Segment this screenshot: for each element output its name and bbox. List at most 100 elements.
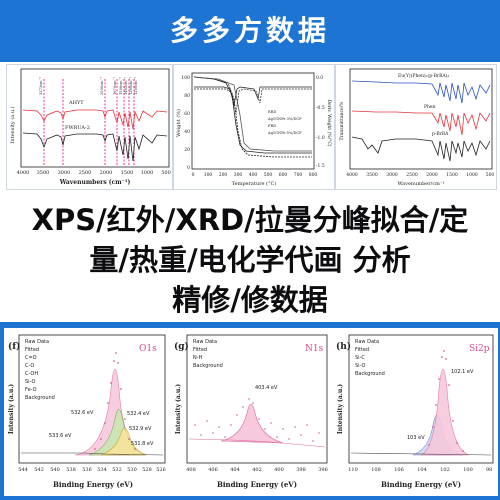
ir-peak-label: 2900cm⁻¹ bbox=[100, 77, 104, 95]
xps-o-raw-data bbox=[94, 352, 136, 450]
xps-si-raw-data bbox=[428, 350, 464, 452]
tga-xtick: 800 bbox=[309, 172, 318, 178]
tga-ylabel-right: Deriv. Weight (%/°C) bbox=[326, 99, 333, 146]
tga-curve-2 bbox=[193, 76, 312, 158]
service-line-2: 量/热重/电化学代画 分析 bbox=[89, 243, 411, 277]
xps-n-xtick: 406 bbox=[208, 467, 218, 473]
ir-xlabel: Wavenumbers (cm⁻¹) bbox=[59, 179, 131, 186]
xps-n-xtick: 404 bbox=[230, 467, 240, 473]
xps-n1s-plot: (g) N1s Intensity (a.u.) Raw Data Fitted… bbox=[174, 334, 328, 489]
xps-o1s-panel: (f) O1s Intensity (a.u.) Raw Data Fitted… bbox=[4, 328, 170, 496]
xps-n-xtick: 402 bbox=[252, 467, 262, 473]
xps-o-annotations: 532.6 eV 532.4 eV 533.6 eV 532.9 eV 531.… bbox=[49, 410, 154, 447]
xps-si-legend-item: Background bbox=[355, 371, 385, 377]
ir-peak-label: 1463cm⁻¹ bbox=[124, 77, 128, 95]
tga-legend: ERD Ag1GNPs-3%/DCP FRD Ag1GNPs-5%/DCP bbox=[267, 110, 302, 135]
xps-n-legend-item: Fitted bbox=[193, 347, 207, 353]
xps-si-xtick: 106 bbox=[394, 467, 404, 473]
xps-n-ylabel: Intensity (a.u.) bbox=[175, 384, 182, 434]
xps-si-xtick: 98 bbox=[486, 467, 492, 473]
ir-peak-label: 3373cm⁻¹ bbox=[39, 77, 43, 95]
xps-n-legend-item: Background bbox=[193, 363, 223, 369]
xps-o-ylabel: Intensity (a.u.) bbox=[8, 384, 15, 434]
xps-o-annotation: 532.9 eV bbox=[129, 426, 152, 432]
service-line-1: XPS/红外/XRD/拉曼分峰拟合/定 bbox=[31, 203, 469, 237]
xps-n-peak-nh bbox=[220, 403, 284, 444]
ir-xtick: 2000 bbox=[100, 170, 113, 176]
ir-peak-label: 1670cm⁻¹ bbox=[113, 77, 117, 95]
tga-plot: Weight (%) Deriv. Weight (%/°C) 100 80 6… bbox=[175, 72, 333, 187]
xps-si-background bbox=[350, 452, 492, 456]
xps-si-ylabel: Intensity (a.u.) bbox=[337, 384, 344, 434]
xps-si2p-plot: (h) Si2p Intensity (a.u.) Raw Data Fitte… bbox=[336, 334, 494, 489]
ir-spectrum-panel: Intensity (a.u.) 3373cm⁻¹ 2900cm⁻¹ 1670c… bbox=[6, 64, 173, 190]
xps-si-xtick: 104 bbox=[417, 467, 427, 473]
tga-panel: Weight (%) Deriv. Weight (%/°C) 100 80 6… bbox=[173, 64, 335, 190]
ir-ylabel: Intensity (a.u.) bbox=[9, 106, 16, 143]
ir-curve-fwrua bbox=[22, 132, 168, 162]
xps-si-xtick: 100 bbox=[463, 467, 473, 473]
tga-ytick-right: -0.5 bbox=[316, 105, 325, 111]
ir-xtick: 3000 bbox=[58, 170, 71, 176]
ftir-curve-eu bbox=[351, 80, 491, 104]
xps-si-letter: (h) bbox=[336, 341, 351, 352]
xps-o-legend-item: Raw Data bbox=[25, 339, 49, 345]
ftir-xtick: 500 bbox=[486, 172, 495, 178]
xps-si-annotation: 103 eV bbox=[407, 435, 425, 441]
xps-n-xlabel: Binding Energy (eV) bbox=[217, 480, 297, 489]
ftir-xticks: 4000 3500 3000 2500 2000 1500 1000 500 bbox=[346, 172, 494, 178]
tga-yticks-right: 0.0 -0.5 -1.0 -1.5 bbox=[316, 75, 325, 169]
xps-o-xtick: 544 bbox=[18, 467, 28, 473]
ftir-xtick: 3500 bbox=[366, 172, 378, 178]
xps-si-xlabel: Binding Energy (eV) bbox=[381, 480, 461, 489]
tga-xtick: 0 bbox=[192, 172, 195, 178]
xps-n-legend-item: N-H bbox=[193, 355, 203, 361]
tga-xtick: 300 bbox=[234, 172, 243, 178]
ftir-plot: Transmittance/% Eu(Y)(Phen)₂(p-BrBA)₃ Ph… bbox=[339, 68, 494, 187]
xps-n-legend: Raw Data Fitted N-H Background bbox=[193, 339, 223, 369]
tga-ytick-right: -1.0 bbox=[316, 135, 325, 141]
xps-n-xtick: 400 bbox=[274, 467, 284, 473]
xps-si-peak-si-c bbox=[420, 368, 470, 456]
tga-ytick-right: 0.0 bbox=[316, 75, 323, 81]
tga-xtick: 100 bbox=[204, 172, 213, 178]
xps-si-xtick: 110 bbox=[348, 467, 358, 473]
tga-ylabel: Weight (%) bbox=[175, 109, 182, 137]
tga-xtick: 600 bbox=[279, 172, 288, 178]
tga-xtick: 200 bbox=[219, 172, 228, 178]
tga-xticks: 0 100 200 300 400 500 600 700 800 bbox=[192, 172, 318, 178]
ftir-curve-pbrba bbox=[351, 136, 491, 162]
ir-xtick: 1000 bbox=[141, 170, 154, 176]
ftir-xtick: 1000 bbox=[466, 172, 478, 178]
xps-si-xtick: 102 bbox=[440, 467, 450, 473]
tga-ytick: 80 bbox=[184, 93, 190, 99]
service-text-area bbox=[0, 190, 500, 320]
xps-o-xlabel: Binding Energy (eV) bbox=[53, 480, 133, 489]
xps-n-xtick: 398 bbox=[296, 467, 306, 473]
tga-deriv-2 bbox=[194, 88, 312, 114]
xps-si-xticks: 110 108 106 104 102 100 98 bbox=[348, 467, 492, 473]
xps-n-xtick: 408 bbox=[186, 467, 196, 473]
tga-curve-3 bbox=[193, 76, 312, 152]
xps-o-xtick: 534 bbox=[97, 467, 107, 473]
ir-peak-label: 1596cm⁻¹ bbox=[119, 77, 123, 95]
xps-n-xticks: 408 406 404 402 400 398 396 bbox=[186, 467, 328, 473]
xps-o-annotation: 531.8 eV bbox=[131, 441, 154, 447]
xps-o-element: O1s bbox=[139, 344, 157, 354]
xps-o-legend-item: C-OH bbox=[25, 371, 38, 377]
ir-peak-label: 1209cm⁻¹ bbox=[134, 77, 138, 95]
tga-legend-item: ERD bbox=[268, 110, 276, 114]
ftir-xtick: 2500 bbox=[406, 172, 418, 178]
ir-label-fwrua: FWRUA-2 bbox=[65, 125, 90, 131]
tga-ytick: 20 bbox=[184, 147, 190, 153]
ir-xtick: 3500 bbox=[37, 170, 50, 176]
ftir-xtick: 1500 bbox=[446, 172, 458, 178]
xps-o-legend-item: Fe-O bbox=[25, 387, 37, 393]
tga-yticks: 100 80 60 40 20 0 bbox=[181, 75, 190, 171]
xps-o-xtick: 532 bbox=[112, 467, 122, 473]
xps-n-letter: (g) bbox=[174, 341, 189, 352]
xps-o-legend-item: Background bbox=[25, 395, 55, 401]
xps-o-annotation: 533.6 eV bbox=[49, 433, 72, 439]
tga-xlabel: Temperature (°C) bbox=[232, 180, 277, 187]
xps-si-legend-item: Raw Data bbox=[355, 339, 379, 345]
